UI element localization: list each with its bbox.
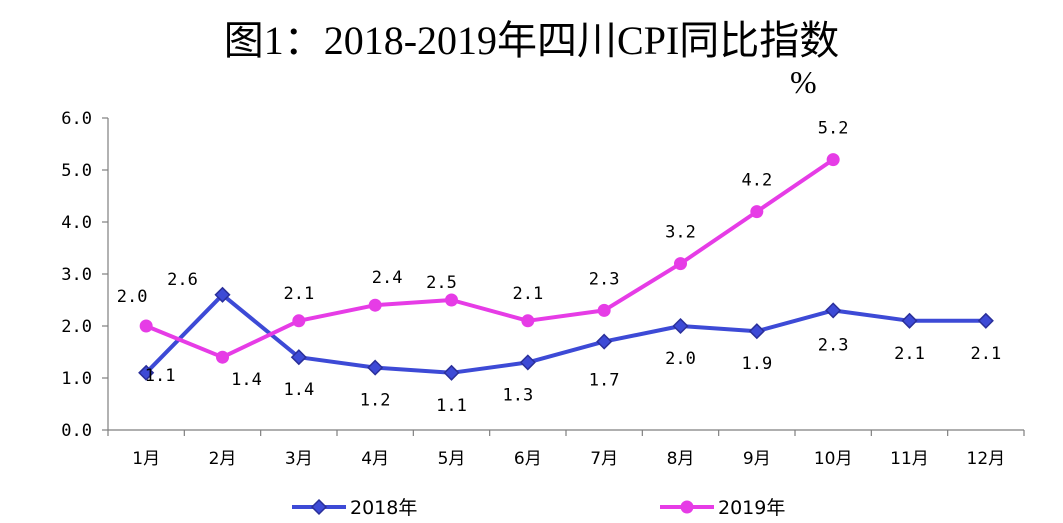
data-label: 2.1 (970, 344, 1001, 364)
data-label: 1.7 (589, 371, 620, 391)
data-point-diamond (672, 317, 689, 335)
x-tick-label: 3月 (285, 449, 313, 469)
series-group (138, 153, 994, 381)
data-label: 4.2 (741, 171, 772, 191)
data-point-diamond (748, 323, 765, 340)
y-tick-label: 0.0 (61, 421, 92, 441)
y-tick-labels: 0.0 1.0 2.0 3.0 4.0 5.0 6.0 (61, 109, 92, 441)
data-label: 2.6 (167, 270, 198, 290)
series-line-2 (145, 157, 835, 360)
y-tick-label: 4.0 (61, 213, 92, 233)
data-point-circle (139, 319, 153, 333)
data-point-diamond (443, 364, 460, 381)
y-tick-label: 6.0 (61, 109, 92, 129)
data-point-circle (674, 257, 687, 271)
y-tick-label: 2.0 (61, 317, 92, 337)
data-point-diamond (367, 359, 384, 376)
legend-marker-circle (680, 500, 694, 514)
series-line-1 (144, 292, 986, 375)
data-label: 1.2 (360, 391, 391, 411)
data-label: 1.1 (436, 396, 467, 416)
data-labels: 1.1 2.6 1.4 1.2 1.1 1.3 1.7 2.0 1.9 2.3 2.1 2.1 2.0 1… (117, 119, 1001, 416)
data-label: 2.3 (818, 335, 849, 355)
x-tick-label: 10月 (814, 449, 853, 469)
x-tick-label: 4月 (361, 449, 389, 469)
data-point-circle (597, 303, 611, 317)
x-tick-label: 7月 (590, 449, 618, 469)
data-point-circle (750, 205, 764, 219)
data-point-circle (368, 298, 382, 312)
x-tick-label: 1月 (132, 449, 160, 469)
data-point-circle (445, 293, 458, 307)
data-point-diamond (596, 333, 613, 350)
data-point-diamond (214, 286, 231, 303)
y-tick-label: 3.0 (61, 265, 92, 285)
data-label: 1.4 (283, 380, 314, 400)
legend-label: 2019年 (718, 497, 785, 519)
data-label: 1.4 (231, 370, 262, 390)
data-point-diamond (138, 364, 155, 381)
data-label: 1.1 (145, 366, 176, 386)
x-tick-label: 2月 (209, 449, 237, 469)
x-tick-label: 5月 (438, 449, 466, 469)
x-tick-label: 6月 (514, 449, 542, 469)
legend: 2018年 2019年 (292, 497, 785, 519)
data-point-circle (826, 153, 840, 167)
data-label: 3.2 (665, 223, 696, 243)
x-tick-label: 12月 (967, 449, 1006, 469)
unit-label: % (790, 64, 817, 100)
x-tick-label: 9月 (743, 449, 771, 469)
y-tick-label: 5.0 (61, 161, 92, 181)
x-tick-labels: 1月 2月 3月 4月 5月 6月 7月 8月 9月 10月 11月 12月 (132, 449, 1005, 469)
data-label: 2.0 (665, 349, 696, 369)
data-label: 2.4 (372, 268, 403, 288)
axes (102, 117, 1025, 436)
x-tick-label: 8月 (667, 449, 695, 469)
y-tick-label: 1.0 (61, 369, 92, 389)
data-label: 2.1 (894, 344, 925, 364)
data-point-diamond (977, 312, 994, 329)
legend-label: 2018年 (350, 497, 417, 519)
data-point-diamond (519, 354, 536, 371)
data-label: 2.1 (283, 284, 314, 304)
data-point-diamond (290, 349, 307, 366)
data-point-diamond (825, 302, 842, 319)
data-label: 2.0 (117, 287, 148, 307)
data-label: 1.9 (741, 354, 772, 374)
data-point-diamond (901, 312, 918, 329)
chart-title: 图1：2018-2019年四川CPI同比指数 (223, 18, 840, 63)
data-label: 2.3 (589, 269, 620, 289)
data-point-circle (216, 350, 229, 364)
data-point-circle (521, 314, 535, 328)
data-label: 5.2 (818, 119, 849, 139)
data-label: 2.5 (426, 273, 457, 293)
x-tick-label: 11月 (890, 449, 929, 469)
legend-marker-diamond (310, 498, 328, 516)
data-label: 2.1 (512, 284, 543, 304)
data-point-circle (292, 314, 306, 328)
data-label: 1.3 (502, 385, 533, 405)
